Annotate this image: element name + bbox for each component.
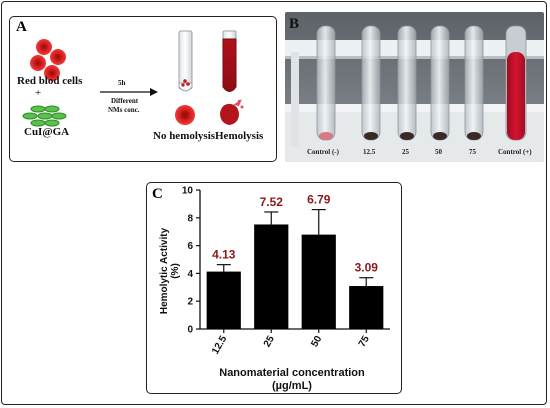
x-tick-label: 25 (262, 334, 277, 350)
bar (349, 286, 383, 329)
tube-label-control-negative: Control (-) (307, 148, 339, 156)
tube-50 (431, 26, 449, 140)
tube-label-25: 25 (402, 148, 409, 156)
plus-sign: + (35, 87, 41, 99)
panel-c-chart: C 024681012.5255075 4.137.526.793.09 Hem… (146, 182, 402, 394)
x-axis-title-line2: (µg/mL) (272, 380, 312, 392)
no-hemolysis-tube-icon (179, 31, 192, 91)
x-tick-label: 12.5 (210, 334, 229, 357)
red-blood-cells-label: Red blod cells (17, 75, 82, 87)
panel-a: A (9, 16, 277, 162)
y-axis-title-line1: Hemolytic Activity (159, 227, 170, 314)
y-tick-label: 6 (187, 241, 193, 252)
hemolysis-label: Hemolysis (215, 130, 263, 142)
value-label: 3.09 (355, 261, 379, 275)
condition-line1: Different (111, 97, 138, 105)
tube-labels: Control (-) 12.5 25 50 75 Control (+) (285, 146, 544, 160)
y-tick-label: 8 (187, 213, 193, 224)
condition-line2: NMs conc. (108, 106, 140, 114)
y-tick-label: 2 (187, 297, 193, 308)
tube-label-12-5: 12.5 (363, 148, 375, 156)
y-tick-label: 10 (182, 186, 194, 197)
y-tick-label: 4 (187, 269, 193, 280)
hemolysis-tube-icon (223, 31, 236, 92)
lysed-cell-icon (220, 99, 244, 125)
tube-25 (398, 26, 416, 140)
x-tick-label: 50 (309, 334, 324, 350)
bar (207, 272, 241, 329)
tube-label-control-positive: Control (+) (498, 148, 532, 156)
panel-b-tag: B (289, 16, 299, 33)
value-label: 7.52 (260, 195, 284, 209)
bar (302, 235, 336, 329)
y-axis-title-line2: (%) (170, 263, 181, 279)
intact-cell-icon (175, 105, 195, 125)
nanomaterial-icon (23, 106, 66, 126)
incubation-time: 5h (118, 79, 125, 87)
tube-label-75: 75 (469, 148, 476, 156)
tube-rack-photo (285, 12, 544, 162)
y-tick-label: 0 (187, 325, 193, 336)
x-tick-label: 75 (357, 334, 372, 350)
tube-label-50: 50 (435, 148, 442, 156)
x-axis-title-line1: Nanomaterial concentration (219, 367, 365, 379)
value-label: 4.13 (212, 248, 236, 262)
hemolysis-bar-chart: 0 2 4 6 8 10 12.5 25 50 75 4.13 7.52 6.79 3.09 Hemol… (147, 183, 400, 392)
chart-value-labels: 4.13 7.52 6.79 3.09 (212, 193, 378, 275)
arrow-icon (100, 88, 158, 96)
no-hemolysis-label: No hemolysis (153, 130, 215, 142)
tube-75 (465, 26, 483, 140)
bar (254, 224, 288, 329)
tube-control-negative (317, 26, 335, 140)
tube-control-positive (506, 26, 526, 140)
tube-12-5 (362, 26, 380, 140)
panel-b-photo: B Control (-) 12.5 25 50 75 Control (+) (285, 12, 544, 162)
value-label: 6.79 (307, 193, 331, 207)
nanomaterial-label: CuI@GA (24, 126, 69, 138)
